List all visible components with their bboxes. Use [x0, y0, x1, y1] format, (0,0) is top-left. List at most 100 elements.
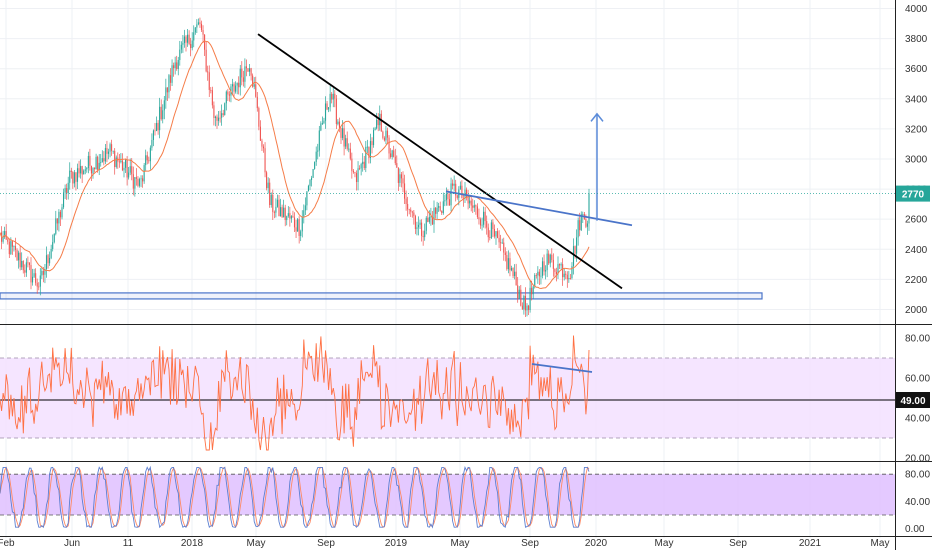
candle-up	[510, 268, 513, 271]
candle-up	[366, 146, 368, 148]
candle-down	[242, 77, 244, 82]
candle-up	[297, 219, 299, 232]
candle-down	[427, 217, 429, 222]
candle-down	[205, 49, 207, 72]
candle-up	[546, 253, 548, 271]
candle-up	[168, 75, 170, 93]
candle-up	[183, 36, 185, 44]
candle-up	[109, 144, 111, 152]
candle-down	[202, 30, 204, 35]
candle-up	[459, 185, 461, 190]
candle-down	[7, 239, 9, 242]
candle-up	[473, 205, 475, 208]
candle-down	[207, 71, 209, 73]
candle-up	[376, 119, 378, 129]
candle-down	[467, 197, 469, 204]
candle-down	[448, 199, 451, 206]
stoch-tick-label: 0.00	[905, 524, 925, 535]
candle-up	[321, 123, 323, 124]
candle-up	[104, 148, 106, 162]
candle-down	[493, 229, 495, 237]
candle-down	[405, 198, 407, 204]
candle-up	[249, 68, 251, 72]
candle-up	[357, 168, 359, 183]
descending-trendline	[257, 33, 623, 290]
candle-down	[36, 282, 38, 287]
candle-down	[256, 96, 258, 109]
candle-up	[193, 32, 195, 41]
x-tick-label: Feb	[0, 538, 15, 549]
candle-up	[159, 106, 161, 131]
candle-up	[399, 174, 401, 183]
candle-down	[512, 268, 514, 276]
current-price-badge	[896, 185, 930, 202]
candle-down	[413, 212, 415, 217]
candle-up	[580, 214, 582, 231]
candle-down	[531, 287, 533, 295]
candle-up	[13, 246, 15, 247]
candle-up	[177, 60, 179, 69]
rsi-line	[0, 335, 590, 451]
candle-down	[441, 210, 443, 214]
candle-down	[258, 108, 260, 127]
candle-down	[479, 219, 482, 226]
candle-down	[528, 305, 530, 311]
candle-down	[252, 75, 254, 87]
candle-down	[16, 249, 18, 261]
candle-down	[455, 183, 457, 196]
candle-up	[221, 113, 223, 118]
candle-up	[270, 194, 272, 206]
candle-down	[515, 271, 517, 286]
candle-down	[538, 271, 540, 277]
candle-down	[238, 82, 240, 88]
candle-down	[466, 189, 468, 198]
candle-up	[495, 231, 497, 237]
candle-down	[190, 44, 192, 49]
candle-down	[262, 146, 265, 149]
candle-down	[338, 121, 340, 128]
candle-up	[545, 270, 547, 272]
candle-up	[523, 295, 525, 310]
rsi-level-badge	[896, 392, 930, 408]
stoch-tick-label: 40.00	[905, 497, 930, 508]
candle-down	[266, 172, 268, 189]
candle-down	[264, 148, 266, 173]
candle-up	[309, 179, 311, 186]
candle-up	[58, 211, 60, 224]
candle-down	[169, 75, 172, 83]
x-tick-label: Sep	[521, 538, 539, 549]
candle-down	[250, 68, 252, 76]
candle-down	[404, 183, 406, 199]
y-tick-label: 3600	[905, 64, 928, 75]
x-tick-label: 2021	[799, 538, 822, 549]
candle-up	[4, 231, 6, 237]
rsi-tick-label: 20.00	[905, 454, 930, 465]
y-tick-label: 3800	[905, 34, 928, 45]
candle-up	[67, 182, 69, 194]
x-tick-label: May	[247, 538, 266, 549]
candle-up	[537, 271, 539, 276]
candle-up	[197, 22, 199, 25]
candle-down	[371, 141, 373, 146]
candle-up	[138, 179, 141, 186]
candle-down	[42, 270, 44, 275]
candle-up	[314, 161, 316, 169]
candle-down	[38, 286, 40, 288]
candle-up	[342, 128, 344, 138]
candle-up	[332, 93, 334, 100]
rsi-panel[interactable]	[0, 335, 895, 451]
main-price-panel[interactable]	[0, 17, 895, 318]
candle-down	[176, 62, 178, 69]
candle-up	[180, 44, 182, 50]
candle-down	[137, 178, 139, 186]
candle-up	[174, 62, 176, 69]
candle-up	[140, 178, 142, 180]
candle-up	[112, 150, 114, 152]
candle-up	[576, 237, 578, 254]
candle-down	[89, 155, 91, 166]
stochastic-panel[interactable]	[0, 465, 895, 529]
candle-up	[280, 207, 282, 217]
candle-down	[295, 227, 297, 232]
